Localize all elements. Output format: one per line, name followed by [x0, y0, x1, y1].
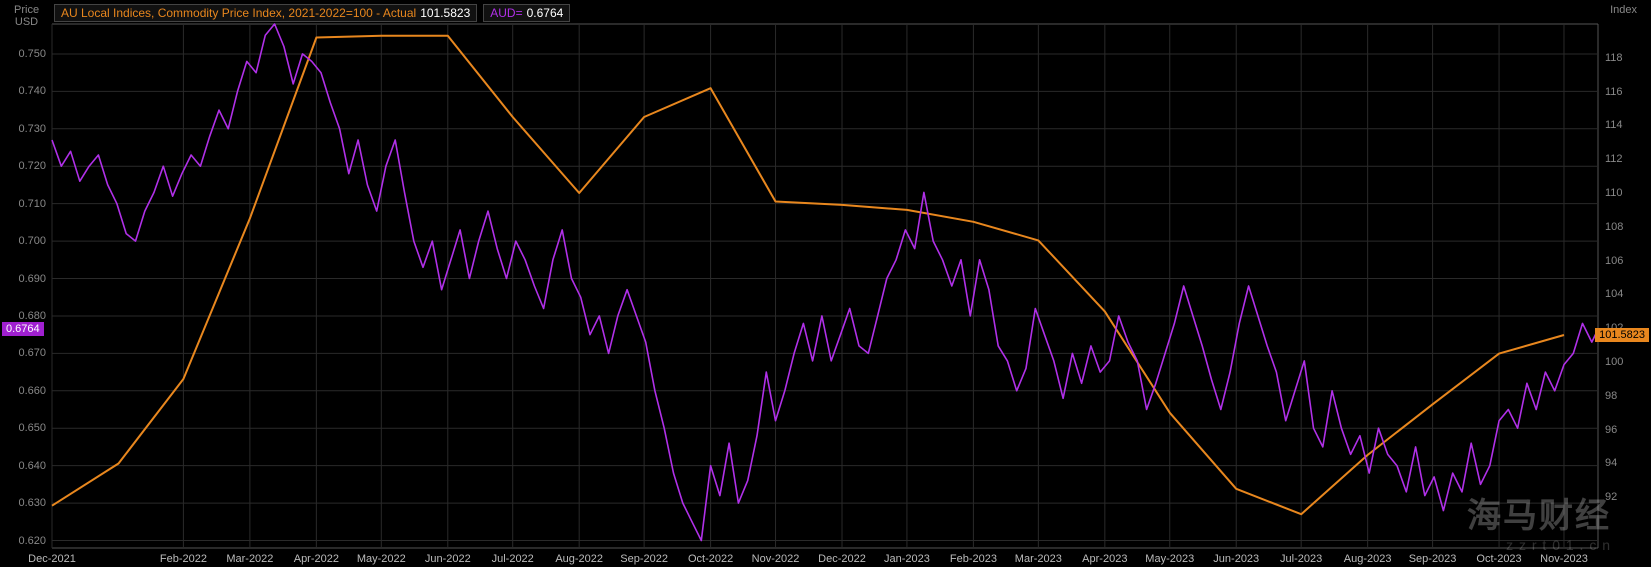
- legend-bar: AU Local Indices, Commodity Price Index,…: [54, 4, 570, 22]
- x-tick: Jun-2022: [425, 553, 471, 565]
- y-tick-left: 0.670: [10, 347, 46, 359]
- right-axis-title: Index: [1610, 4, 1637, 16]
- x-tick: Feb-2022: [160, 553, 207, 565]
- y-tick-left: 0.680: [10, 310, 46, 322]
- left-axis-title-l2: USD: [14, 16, 39, 28]
- x-tick: Aug-2022: [555, 553, 603, 565]
- x-tick: Feb-2023: [950, 553, 997, 565]
- y-tick-right: 118: [1605, 52, 1641, 64]
- legend-label-2: AUD=: [490, 6, 522, 20]
- left-axis-title-l1: Price: [14, 4, 39, 16]
- chart-container: Price USD Index AU Local Indices, Commod…: [0, 0, 1651, 567]
- x-tick: Mar-2022: [226, 553, 273, 565]
- x-tick: Nov-2023: [1540, 553, 1588, 565]
- y-tick-right: 108: [1605, 221, 1641, 233]
- legend-label-1: AU Local Indices, Commodity Price Index,…: [61, 6, 416, 20]
- watermark-main: 海马财经: [1467, 488, 1611, 537]
- y-tick-right: 96: [1605, 424, 1641, 436]
- x-tick: Apr-2022: [294, 553, 339, 565]
- legend-value-2: 0.6764: [527, 6, 564, 20]
- y-tick-left: 0.730: [10, 123, 46, 135]
- y-tick-left: 0.700: [10, 235, 46, 247]
- y-tick-left: 0.640: [10, 460, 46, 472]
- y-tick-left: 0.620: [10, 535, 46, 547]
- x-tick: Aug-2023: [1344, 553, 1392, 565]
- y-tick-right: 94: [1605, 457, 1641, 469]
- y-tick-left: 0.750: [10, 48, 46, 60]
- x-tick: Jul-2023: [1280, 553, 1322, 565]
- y-tick-right: 116: [1605, 86, 1641, 98]
- y-tick-right: 114: [1605, 119, 1641, 131]
- y-tick-right: 110: [1605, 187, 1641, 199]
- legend-item-aud[interactable]: AUD= 0.6764: [483, 4, 570, 22]
- y-tick-left: 0.690: [10, 273, 46, 285]
- x-tick: Apr-2023: [1082, 553, 1127, 565]
- x-tick: Dec-2021: [28, 553, 76, 565]
- y-tick-right: 106: [1605, 255, 1641, 267]
- y-tick-left: 0.650: [10, 422, 46, 434]
- x-tick: Sep-2022: [620, 553, 668, 565]
- watermark-sub: z z r t 0 1 . c n: [1506, 537, 1611, 553]
- x-tick: Jan-2023: [884, 553, 930, 565]
- chart-svg: [0, 0, 1651, 567]
- left-axis-marker: 0.6764: [2, 322, 44, 336]
- x-tick: May-2023: [1145, 553, 1194, 565]
- x-tick: Dec-2022: [818, 553, 866, 565]
- x-tick: May-2022: [357, 553, 406, 565]
- y-tick-left: 0.720: [10, 160, 46, 172]
- y-tick-left: 0.630: [10, 497, 46, 509]
- x-tick: Oct-2023: [1476, 553, 1521, 565]
- x-tick: Nov-2022: [752, 553, 800, 565]
- y-tick-right: 98: [1605, 390, 1641, 402]
- x-tick: Jul-2022: [492, 553, 534, 565]
- y-tick-left: 0.660: [10, 385, 46, 397]
- y-tick-left: 0.740: [10, 85, 46, 97]
- y-tick-right: 104: [1605, 288, 1641, 300]
- x-tick: Sep-2023: [1409, 553, 1457, 565]
- legend-value-1: 101.5823: [420, 6, 470, 20]
- legend-item-commodity[interactable]: AU Local Indices, Commodity Price Index,…: [54, 4, 477, 22]
- y-tick-left: 0.710: [10, 198, 46, 210]
- x-tick: Mar-2023: [1015, 553, 1062, 565]
- y-tick-right: 112: [1605, 153, 1641, 165]
- left-axis-title: Price USD: [14, 4, 39, 28]
- x-tick: Oct-2022: [688, 553, 733, 565]
- y-tick-right: 100: [1605, 356, 1641, 368]
- right-axis-marker: 101.5823: [1595, 328, 1649, 342]
- x-tick: Jun-2023: [1213, 553, 1259, 565]
